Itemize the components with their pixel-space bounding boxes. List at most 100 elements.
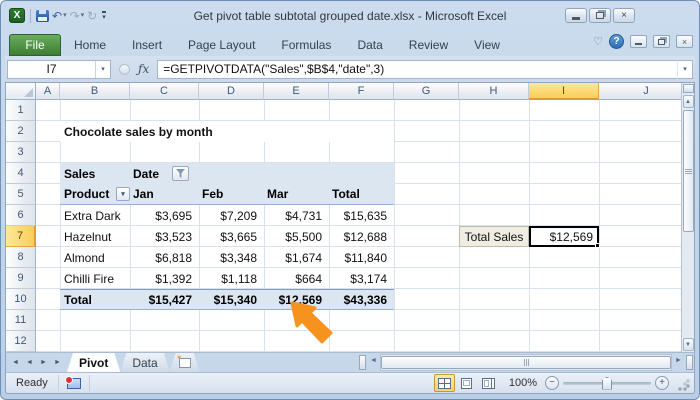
cell-d7[interactable]: $3,665 (220, 229, 257, 244)
cell-d6[interactable]: $7,209 (220, 208, 257, 223)
repeat-button[interactable]: ↻ (87, 10, 97, 22)
row-header-8[interactable]: 8 (6, 247, 36, 268)
cell-d8[interactable]: $3,348 (220, 250, 257, 265)
next-sheet-button[interactable]: ► (37, 355, 50, 370)
cell-f5-total[interactable]: Total (332, 187, 360, 201)
horizontal-scrollbar[interactable] (380, 354, 672, 371)
tab-page-layout[interactable]: Page Layout (188, 38, 256, 52)
tab-home[interactable]: Home (74, 38, 107, 52)
row-header-4[interactable]: 4 (6, 163, 36, 184)
column-header-D[interactable]: D (199, 83, 264, 100)
macro-record-button[interactable] (63, 374, 85, 392)
tab-view[interactable]: View (474, 38, 500, 52)
cell-b4-sales[interactable]: Sales (64, 166, 96, 181)
insert-function-button[interactable]: ƒx (138, 62, 150, 76)
product-filter-dropdown[interactable]: ▾ (116, 187, 130, 201)
vertical-scrollbar[interactable]: ▲ ▼ (681, 83, 694, 352)
tab-formulas[interactable]: Formulas (281, 38, 332, 52)
cell-h7-total-sales-label[interactable]: Total Sales (459, 226, 529, 247)
row-header-5[interactable]: 5 (6, 184, 36, 205)
cell-c6[interactable]: $3,695 (155, 208, 192, 223)
date-filter-button[interactable] (172, 166, 190, 181)
vertical-split-box[interactable] (682, 84, 694, 93)
formula-input[interactable]: =GETPIVOTDATA("Sales",$B$4,"date",3) (157, 59, 677, 79)
column-header-E[interactable]: E (264, 83, 329, 100)
cell-e6[interactable]: $4,731 (285, 208, 322, 223)
horizontal-scroll-thumb[interactable] (381, 356, 671, 369)
column-header-G[interactable]: G (394, 83, 459, 100)
cell-i7-active-cell[interactable]: $12,569 (529, 226, 600, 248)
redo-button[interactable]: ↷ ▾ (70, 10, 85, 22)
resize-grip[interactable] (677, 378, 691, 392)
undo-button[interactable]: ↶ ▾ (52, 10, 67, 22)
close-button[interactable]: × (613, 8, 635, 23)
first-sheet-button[interactable]: ◄ (9, 355, 22, 370)
zoom-slider[interactable] (563, 376, 651, 390)
cell-b10[interactable]: Total (64, 292, 92, 307)
row-header-9[interactable]: 9 (6, 268, 36, 289)
column-header-A[interactable]: A (36, 83, 60, 100)
select-all-corner[interactable] (6, 83, 36, 100)
cell-c10[interactable]: $15,427 (148, 292, 192, 307)
cell-b2-title[interactable]: Chocolate sales by month (60, 121, 394, 142)
cell-f9[interactable]: $3,174 (350, 271, 387, 286)
favorite-icon[interactable]: ♡ (593, 36, 603, 48)
cell-b6[interactable]: Extra Dark (64, 208, 121, 223)
previous-sheet-button[interactable]: ◄ (23, 355, 36, 370)
column-header-F[interactable]: F (329, 83, 394, 100)
scroll-left-button[interactable]: ◄ (367, 353, 380, 368)
sheet-tab-pivot[interactable]: Pivot (67, 353, 120, 372)
page-layout-view-button[interactable] (456, 374, 477, 392)
normal-view-button[interactable] (433, 374, 455, 392)
cell-b7[interactable]: Hazelnut (64, 229, 112, 244)
column-header-J[interactable]: J (599, 83, 694, 100)
workbook-minimize-button[interactable] (630, 35, 647, 48)
tab-file[interactable]: File (9, 34, 61, 56)
scroll-up-button[interactable]: ▲ (682, 95, 694, 108)
cell-c4-date[interactable]: Date (130, 163, 190, 184)
cell-d10[interactable]: $15,340 (213, 292, 257, 307)
sheet-tab-data[interactable]: Data (120, 353, 169, 372)
row-header-1[interactable]: 1 (6, 100, 36, 121)
cell-f10[interactable]: $43,336 (343, 292, 387, 307)
vertical-scroll-thumb[interactable] (682, 110, 694, 232)
workbook-close-button[interactable]: × (676, 35, 693, 48)
zoom-level[interactable]: 100% (508, 377, 537, 389)
cell-e9[interactable]: $664 (295, 271, 322, 286)
name-box[interactable]: I7 ▾ (7, 59, 111, 79)
help-button[interactable]: ? (609, 34, 624, 49)
row-header-7-selected[interactable]: 7 (6, 226, 36, 247)
cell-c7[interactable]: $3,523 (155, 229, 192, 244)
row-header-6[interactable]: 6 (6, 205, 36, 226)
cell-f6[interactable]: $15,635 (343, 208, 387, 223)
cell-b5-product[interactable]: Product ▾ (60, 184, 130, 204)
last-sheet-button[interactable]: ► (51, 355, 64, 370)
column-header-I-selected[interactable]: I (529, 83, 599, 100)
tab-split-handle[interactable] (359, 355, 366, 370)
column-header-H[interactable]: H (459, 83, 529, 100)
tab-review[interactable]: Review (408, 38, 449, 52)
expand-formula-bar-button[interactable]: ▾ (677, 59, 693, 79)
zoom-slider-thumb[interactable] (602, 376, 612, 390)
name-box-dropdown[interactable]: ▾ (95, 60, 110, 78)
workbook-restore-button[interactable] (653, 35, 670, 48)
zoom-out-button[interactable]: − (545, 376, 559, 390)
cell-e8[interactable]: $1,674 (285, 250, 322, 265)
minimize-button[interactable] (565, 8, 587, 23)
zoom-in-button[interactable]: + (655, 376, 669, 390)
cell-e5-mar[interactable]: Mar (267, 187, 289, 201)
cell-c9[interactable]: $1,392 (155, 271, 192, 286)
fill-handle[interactable] (595, 243, 600, 248)
cell-f7[interactable]: $12,688 (343, 229, 387, 244)
scroll-right-button[interactable]: ► (672, 353, 685, 368)
row-header-12[interactable]: 12 (6, 331, 36, 352)
restore-button[interactable] (589, 8, 611, 23)
cell-b9[interactable]: Chilli Fire (64, 271, 115, 286)
save-icon[interactable] (36, 9, 49, 22)
cell-c5-jan[interactable]: Jan (133, 187, 154, 201)
horizontal-split-box[interactable] (686, 355, 693, 370)
insert-worksheet-button[interactable] (170, 353, 200, 372)
tab-insert[interactable]: Insert (132, 38, 163, 52)
cell-d9[interactable]: $1,118 (221, 271, 257, 286)
cell-d5-feb[interactable]: Feb (202, 187, 224, 201)
